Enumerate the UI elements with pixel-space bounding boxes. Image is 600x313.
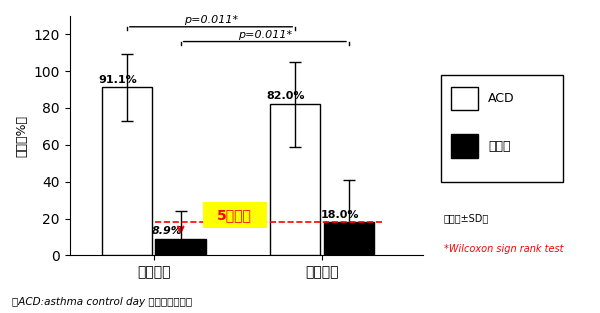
Text: （平均±SD）: （平均±SD） (444, 213, 489, 223)
Text: *Wilcoxon sign rank test: *Wilcoxon sign rank test (444, 244, 563, 254)
Text: 5割低減: 5割低減 (217, 208, 252, 222)
Text: 18.0%: 18.0% (320, 209, 359, 219)
Bar (451, 134, 478, 158)
Bar (324, 222, 374, 255)
Text: p=0.011*: p=0.011* (238, 30, 292, 40)
Text: p=0.011*: p=0.011* (184, 15, 238, 25)
Y-axis label: 割合（%）: 割合（%） (15, 115, 28, 156)
Bar (270, 104, 320, 255)
Text: 症状有: 症状有 (488, 140, 511, 153)
FancyBboxPatch shape (203, 202, 266, 228)
Bar (451, 87, 478, 110)
Text: 91.1%: 91.1% (98, 75, 137, 85)
Text: ACD: ACD (488, 92, 515, 105)
FancyBboxPatch shape (440, 75, 563, 182)
Bar (101, 87, 152, 255)
Text: 82.0%: 82.0% (266, 91, 305, 101)
Text: 8.9%: 8.9% (152, 226, 183, 236)
Text: 〈ACD:asthma control day 喘息無症状日〉: 〈ACD:asthma control day 喘息無症状日〉 (12, 297, 192, 307)
Bar (155, 239, 206, 255)
